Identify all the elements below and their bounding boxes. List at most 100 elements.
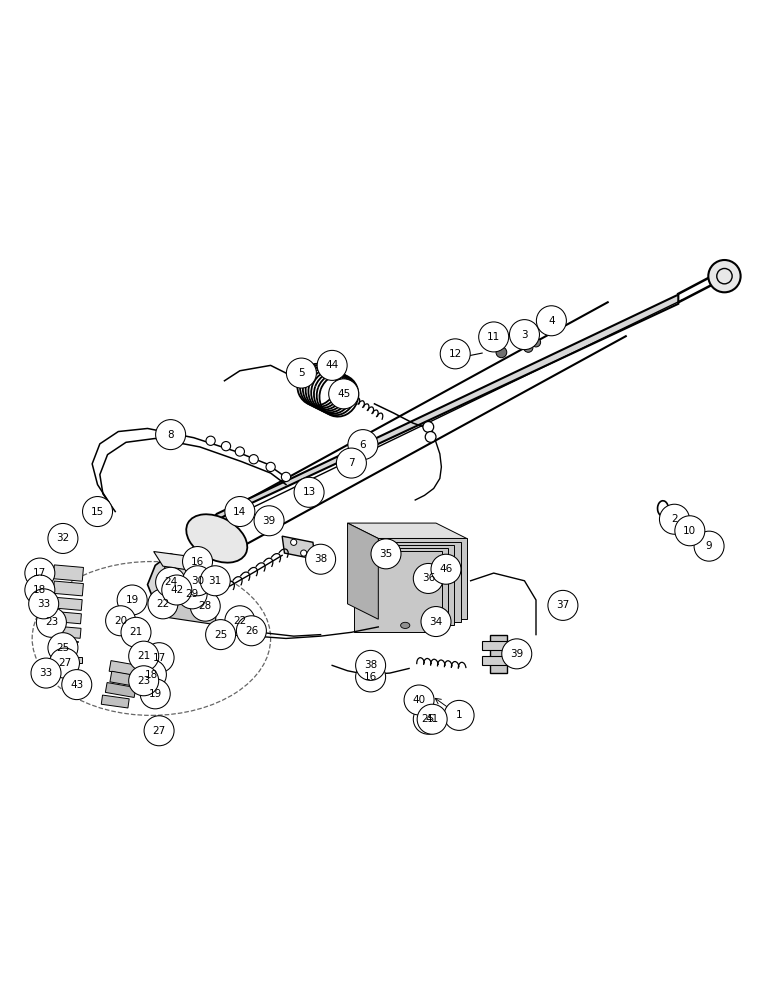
Text: 43: 43 [70,680,83,690]
Circle shape [25,575,55,605]
Circle shape [29,589,59,619]
Text: 13: 13 [303,487,316,497]
Circle shape [117,585,147,615]
Text: 25: 25 [214,630,227,640]
Circle shape [222,442,231,451]
Text: 33: 33 [39,668,52,678]
Text: 22: 22 [156,599,170,609]
Text: 27: 27 [152,726,166,736]
Circle shape [281,472,290,482]
Text: 22: 22 [233,616,246,626]
Circle shape [31,658,61,688]
Polygon shape [205,295,679,527]
Text: 31: 31 [208,576,222,586]
Text: 26: 26 [245,626,258,636]
Text: 35: 35 [379,549,393,559]
Circle shape [421,607,451,637]
Circle shape [83,497,113,527]
Circle shape [137,660,167,690]
Circle shape [266,462,276,472]
Circle shape [48,523,78,553]
Text: 44: 44 [326,360,339,370]
Text: 37: 37 [557,600,570,610]
Circle shape [531,338,540,347]
Text: 39: 39 [510,649,523,659]
Circle shape [129,666,159,696]
Circle shape [510,320,540,350]
Circle shape [479,322,509,352]
Text: 23: 23 [137,676,151,686]
Circle shape [148,589,178,619]
Circle shape [337,448,367,478]
Circle shape [300,550,306,556]
Circle shape [356,650,386,680]
Polygon shape [347,523,467,538]
Circle shape [62,670,92,700]
Text: 11: 11 [487,332,500,342]
Bar [366,545,455,625]
Circle shape [694,531,724,561]
Text: 16: 16 [191,557,204,567]
Circle shape [49,648,80,678]
Circle shape [235,447,245,456]
Text: 28: 28 [198,601,212,611]
Circle shape [675,516,705,546]
Circle shape [294,477,324,507]
Circle shape [548,590,578,620]
Circle shape [162,575,191,605]
Polygon shape [101,695,129,708]
Text: 3: 3 [521,330,528,340]
Circle shape [356,662,386,692]
Circle shape [144,643,174,673]
Text: 45: 45 [337,389,350,399]
Text: 30: 30 [191,576,204,586]
Text: 20: 20 [114,616,127,626]
Text: 25: 25 [56,643,69,653]
Circle shape [444,700,474,730]
Circle shape [659,504,689,534]
Circle shape [225,606,255,636]
Polygon shape [110,671,142,687]
Circle shape [708,260,740,292]
Circle shape [286,358,317,388]
Text: 5: 5 [298,368,305,378]
Circle shape [317,350,347,380]
Bar [66,657,82,663]
Circle shape [348,430,378,460]
Circle shape [36,607,66,637]
Polygon shape [55,597,82,610]
Polygon shape [210,575,224,591]
Text: 40: 40 [412,695,425,705]
Text: 34: 34 [429,617,442,627]
Circle shape [129,641,159,671]
Circle shape [200,566,230,596]
Polygon shape [482,641,514,650]
Circle shape [254,506,284,536]
Circle shape [413,563,443,593]
Text: 39: 39 [262,516,276,526]
Text: 7: 7 [348,458,354,468]
Text: 9: 9 [706,541,713,551]
Text: 36: 36 [422,573,435,583]
Polygon shape [282,536,315,559]
Text: 24: 24 [164,577,178,587]
Circle shape [177,579,207,609]
Polygon shape [163,566,215,607]
Polygon shape [109,661,140,676]
Bar [360,548,449,628]
Circle shape [25,558,55,588]
Text: 6: 6 [360,440,366,450]
Polygon shape [154,552,209,573]
Text: 42: 42 [170,585,184,595]
Text: 17: 17 [152,653,166,663]
Polygon shape [147,554,217,612]
Circle shape [182,566,212,596]
Text: 10: 10 [683,526,696,536]
Bar [354,551,442,632]
Circle shape [206,436,215,445]
Text: 38: 38 [314,554,327,564]
Circle shape [496,347,506,358]
Circle shape [523,343,533,352]
Polygon shape [347,523,378,619]
Text: 16: 16 [364,672,378,682]
